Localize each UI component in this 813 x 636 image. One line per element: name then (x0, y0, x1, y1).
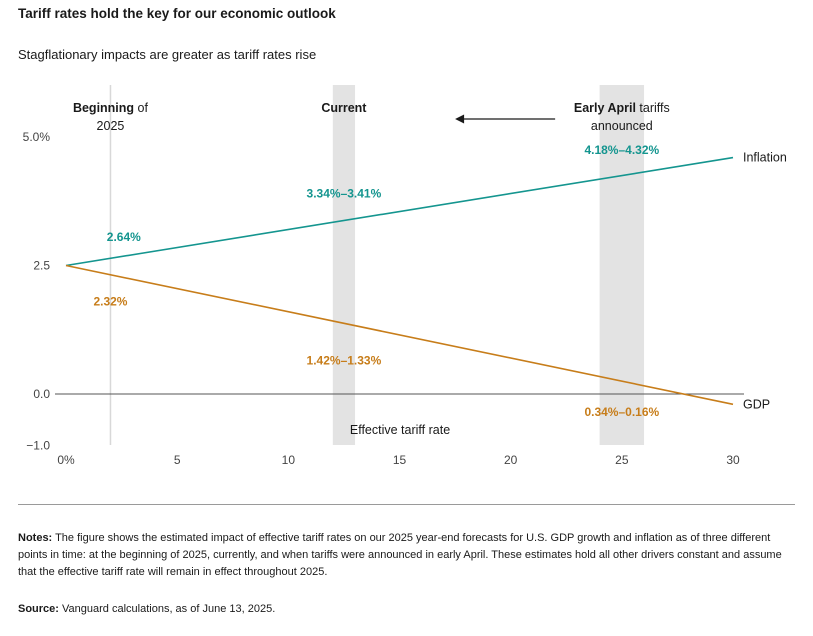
chart-axes: 5.0% 2.5 0.0 −1.0 0% 5 10 15 20 25 30 Effective tar… (23, 130, 744, 467)
x-axis-label: Effective tariff rate (350, 423, 450, 437)
period-band-1 (332, 85, 356, 445)
notes-label: Notes: (18, 532, 53, 544)
y-tick-label: 2.5 (33, 259, 50, 273)
x-tick-label: 25 (615, 453, 629, 467)
data-label: 3.34%–3.41% (307, 187, 382, 201)
series-line-inflation (65, 156, 734, 267)
data-label: 1.42%–1.33% (307, 354, 382, 368)
period-label-1: Current (321, 101, 367, 115)
data-label: 0.34%–0.16% (584, 405, 659, 419)
data-label: 4.18%–4.32% (584, 143, 659, 157)
x-tick-label: 15 (393, 453, 407, 467)
period-label-0: Beginning of (73, 101, 149, 115)
period-label-line2-2: announced (591, 119, 653, 133)
chart-labels: Beginning of 2025 Current Early April tarif… (73, 101, 787, 419)
source-label: Source: (18, 603, 59, 615)
period-label-line2-0: 2025 (97, 119, 125, 133)
arrow-head (455, 114, 465, 124)
series-lines (65, 156, 734, 406)
source: Source: Vanguard calculations, as of Jun… (18, 603, 275, 615)
y-tick-label: −1.0 (26, 438, 50, 452)
period-bands (109, 85, 645, 445)
series-line-gdp (65, 264, 734, 406)
period-label-rest-2: tariffs (636, 101, 670, 115)
footer-divider (18, 504, 795, 505)
data-label: 2.32% (93, 294, 127, 308)
x-tick-label: 30 (726, 453, 740, 467)
data-label: 2.64% (107, 230, 141, 244)
source-text: Vanguard calculations, as of June 13, 20… (58, 603, 276, 615)
x-tick-label: 5 (174, 453, 181, 467)
period-label-bold-0: Beginning (73, 101, 134, 115)
chart-title: Tariff rates hold the key for our econom… (18, 6, 336, 21)
chart-subtitle: Stagflationary impacts are greater as ta… (18, 47, 317, 62)
period-label-rest-0: of (134, 101, 148, 115)
period-label-bold-2: Early April (574, 101, 636, 115)
series-label-gdp: GDP (743, 397, 770, 411)
x-tick-label: 10 (282, 453, 296, 467)
period-label-2: Early April tariffs (574, 101, 670, 115)
x-tick-label: 20 (504, 453, 518, 467)
notes-text: The figure shows the estimated impact of… (18, 532, 782, 578)
y-tick-label: 0.0 (33, 387, 50, 401)
notes: Notes: The figure shows the estimated im… (18, 530, 798, 581)
period-label-bold-1: Current (321, 101, 367, 115)
y-tick-label: 5.0% (23, 130, 51, 144)
series-label-inflation: Inflation (743, 151, 787, 165)
x-tick-label: 0% (57, 453, 75, 467)
period-band-2 (599, 85, 645, 445)
